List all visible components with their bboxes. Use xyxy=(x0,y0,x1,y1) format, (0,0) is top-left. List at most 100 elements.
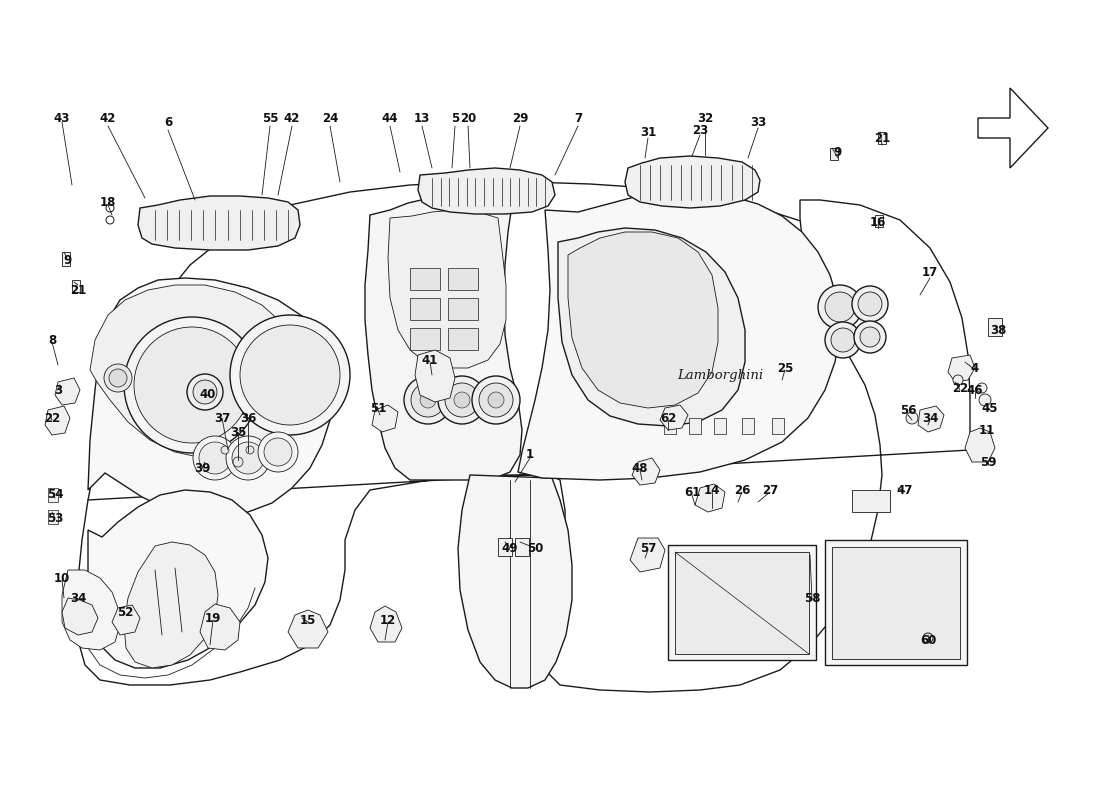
Text: 53: 53 xyxy=(47,511,63,525)
Bar xyxy=(410,298,440,320)
Circle shape xyxy=(221,446,229,454)
Text: 26: 26 xyxy=(734,483,750,497)
Bar xyxy=(852,490,890,512)
Circle shape xyxy=(488,392,504,408)
Polygon shape xyxy=(88,490,268,668)
Text: 6: 6 xyxy=(164,115,172,129)
Polygon shape xyxy=(90,285,300,458)
Polygon shape xyxy=(365,196,522,480)
Circle shape xyxy=(438,376,486,424)
Circle shape xyxy=(825,322,861,358)
Text: 40: 40 xyxy=(200,389,217,402)
Bar xyxy=(772,418,784,434)
Bar xyxy=(988,318,1002,336)
Text: 43: 43 xyxy=(54,111,70,125)
Bar xyxy=(742,418,754,434)
Text: 31: 31 xyxy=(640,126,656,138)
Text: 5: 5 xyxy=(451,111,459,125)
Circle shape xyxy=(858,292,882,316)
Text: 52: 52 xyxy=(117,606,133,618)
Text: 8: 8 xyxy=(48,334,56,346)
Text: 21: 21 xyxy=(70,283,86,297)
Bar xyxy=(675,552,808,654)
Polygon shape xyxy=(138,196,300,250)
Circle shape xyxy=(124,317,260,453)
Text: 15: 15 xyxy=(300,614,316,626)
Polygon shape xyxy=(948,355,975,382)
Text: 56: 56 xyxy=(900,403,916,417)
Circle shape xyxy=(411,383,446,417)
Polygon shape xyxy=(45,406,70,435)
Circle shape xyxy=(953,375,962,385)
Polygon shape xyxy=(200,604,240,650)
Bar xyxy=(878,132,886,144)
Polygon shape xyxy=(78,200,970,692)
Text: 13: 13 xyxy=(414,111,430,125)
Text: 18: 18 xyxy=(100,195,117,209)
Bar xyxy=(48,488,58,502)
Circle shape xyxy=(420,392,436,408)
Circle shape xyxy=(860,327,880,347)
Circle shape xyxy=(230,315,350,435)
Polygon shape xyxy=(88,278,332,516)
Text: 24: 24 xyxy=(322,111,338,125)
Polygon shape xyxy=(632,458,660,485)
Circle shape xyxy=(472,376,520,424)
Circle shape xyxy=(226,436,270,480)
Text: 7: 7 xyxy=(574,111,582,125)
Polygon shape xyxy=(458,475,572,688)
Polygon shape xyxy=(55,378,80,405)
Polygon shape xyxy=(625,156,760,208)
Text: 45: 45 xyxy=(981,402,999,414)
Polygon shape xyxy=(965,428,996,462)
Bar xyxy=(62,252,70,266)
Circle shape xyxy=(134,327,250,443)
Circle shape xyxy=(246,446,254,454)
Bar xyxy=(498,538,512,556)
Bar xyxy=(668,545,816,660)
Text: 16: 16 xyxy=(870,215,887,229)
Text: 37: 37 xyxy=(213,411,230,425)
Polygon shape xyxy=(918,406,944,432)
Polygon shape xyxy=(415,350,455,402)
Text: 20: 20 xyxy=(460,111,476,125)
Polygon shape xyxy=(288,610,328,648)
Text: 62: 62 xyxy=(660,411,676,425)
Polygon shape xyxy=(630,538,666,572)
Text: 42: 42 xyxy=(100,111,117,125)
Text: 55: 55 xyxy=(262,111,278,125)
Bar xyxy=(48,510,58,524)
Text: 4: 4 xyxy=(971,362,979,374)
Text: 21: 21 xyxy=(873,131,890,145)
Bar xyxy=(714,418,726,434)
Text: 3: 3 xyxy=(54,383,62,397)
Text: 36: 36 xyxy=(240,411,256,425)
Text: 50: 50 xyxy=(527,542,543,554)
Text: 51: 51 xyxy=(370,402,386,414)
Bar xyxy=(448,328,478,350)
Polygon shape xyxy=(62,570,120,650)
Text: 14: 14 xyxy=(704,483,720,497)
Circle shape xyxy=(258,432,298,472)
Text: 57: 57 xyxy=(640,542,657,554)
Circle shape xyxy=(454,392,470,408)
Text: 35: 35 xyxy=(230,426,246,438)
Text: 34: 34 xyxy=(69,591,86,605)
Text: 27: 27 xyxy=(762,483,778,497)
Text: 59: 59 xyxy=(980,455,997,469)
Circle shape xyxy=(192,436,236,480)
Polygon shape xyxy=(660,405,688,430)
Circle shape xyxy=(825,292,855,322)
Circle shape xyxy=(977,383,987,393)
Polygon shape xyxy=(568,232,718,408)
Circle shape xyxy=(264,438,292,466)
Bar xyxy=(689,418,701,434)
Circle shape xyxy=(852,286,888,322)
Polygon shape xyxy=(372,405,398,432)
Text: 38: 38 xyxy=(990,323,1006,337)
Text: 17: 17 xyxy=(922,266,938,278)
Text: 49: 49 xyxy=(502,542,518,554)
Text: 22: 22 xyxy=(44,411,60,425)
Text: 23: 23 xyxy=(692,123,708,137)
Circle shape xyxy=(830,328,855,352)
